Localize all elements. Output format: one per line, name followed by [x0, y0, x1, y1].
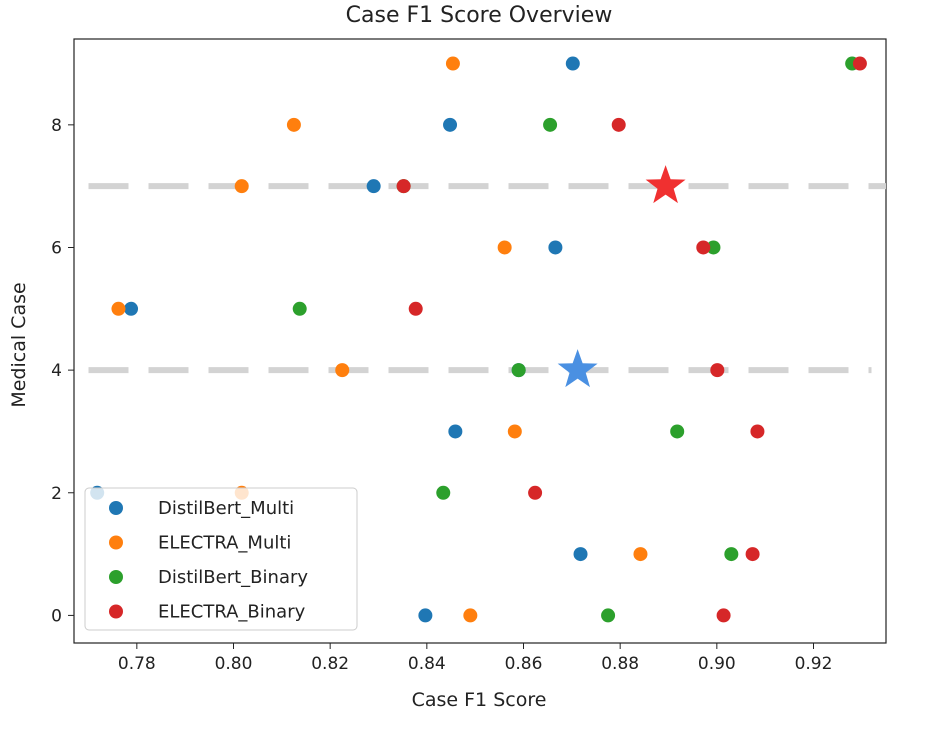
x-tick-label: 0.80 — [215, 654, 253, 674]
x-tick-label: 0.84 — [408, 654, 446, 674]
x-axis-label: Case F1 Score — [412, 689, 547, 711]
data-point — [706, 240, 721, 255]
chart-title: Case F1 Score Overview — [346, 3, 613, 28]
data-point — [507, 424, 522, 439]
data-point — [716, 608, 731, 623]
x-tick-label: 0.88 — [601, 654, 639, 674]
data-point — [670, 424, 685, 439]
y-tick-label: 8 — [51, 116, 62, 136]
legend-label: ELECTRA_Multi — [158, 533, 291, 554]
y-axis-ticks: 0 2 4 6 8 — [51, 116, 74, 626]
legend-label: DistilBert_Multi — [158, 498, 294, 519]
data-point — [548, 240, 563, 255]
data-point — [497, 240, 512, 255]
reference-lines — [88, 183, 886, 374]
data-point — [611, 117, 626, 132]
data-point — [286, 117, 301, 132]
data-point — [124, 301, 139, 316]
data-point — [633, 547, 648, 562]
data-point — [565, 56, 580, 71]
data-point — [408, 301, 423, 316]
legend-label: ELECTRA_Binary — [158, 602, 306, 623]
data-point — [463, 608, 478, 623]
data-point — [543, 117, 558, 132]
x-tick-label: 0.82 — [311, 654, 349, 674]
data-point — [852, 56, 867, 71]
data-points — [90, 56, 867, 623]
data-point — [511, 363, 526, 378]
data-point — [396, 179, 411, 194]
data-point — [335, 363, 350, 378]
data-point — [528, 485, 543, 500]
x-tick-label: 0.86 — [505, 654, 543, 674]
data-point — [448, 424, 463, 439]
data-point — [111, 301, 126, 316]
x-tick-label: 0.90 — [698, 654, 736, 674]
data-point — [366, 179, 381, 194]
star-markers — [557, 165, 686, 388]
legend-box — [84, 487, 358, 631]
x-tick-label: 0.92 — [795, 654, 833, 674]
legend-marker — [109, 604, 123, 619]
data-point — [292, 301, 307, 316]
data-point — [750, 424, 765, 439]
y-tick-label: 0 — [51, 606, 62, 626]
legend-marker — [109, 535, 123, 550]
star-marker — [645, 165, 686, 204]
y-axis-label: Medical Case — [8, 282, 30, 407]
data-point — [443, 117, 458, 132]
legend-label: DistilBert_Binary — [158, 567, 308, 588]
legend-marker — [109, 501, 123, 515]
legend-marker — [109, 570, 123, 584]
data-point — [601, 608, 616, 623]
y-tick-label: 2 — [51, 484, 62, 504]
data-point — [436, 485, 451, 500]
data-point — [696, 240, 711, 255]
star-marker — [557, 349, 598, 388]
y-tick-label: 6 — [51, 238, 62, 258]
y-tick-label: 4 — [51, 361, 62, 381]
x-tick-label: 0.78 — [118, 654, 156, 674]
data-point — [745, 547, 760, 562]
data-point — [710, 363, 725, 378]
data-point — [573, 547, 588, 562]
data-point — [234, 179, 249, 194]
data-point — [418, 608, 433, 623]
x-axis-ticks: 0.78 0.80 0.82 0.84 0.86 0.88 0.90 0.92 — [118, 643, 833, 674]
data-point — [724, 547, 739, 562]
legend: DistilBert_Multi ELECTRA_Multi DistilBert_… — [84, 487, 358, 631]
data-point — [445, 56, 460, 71]
